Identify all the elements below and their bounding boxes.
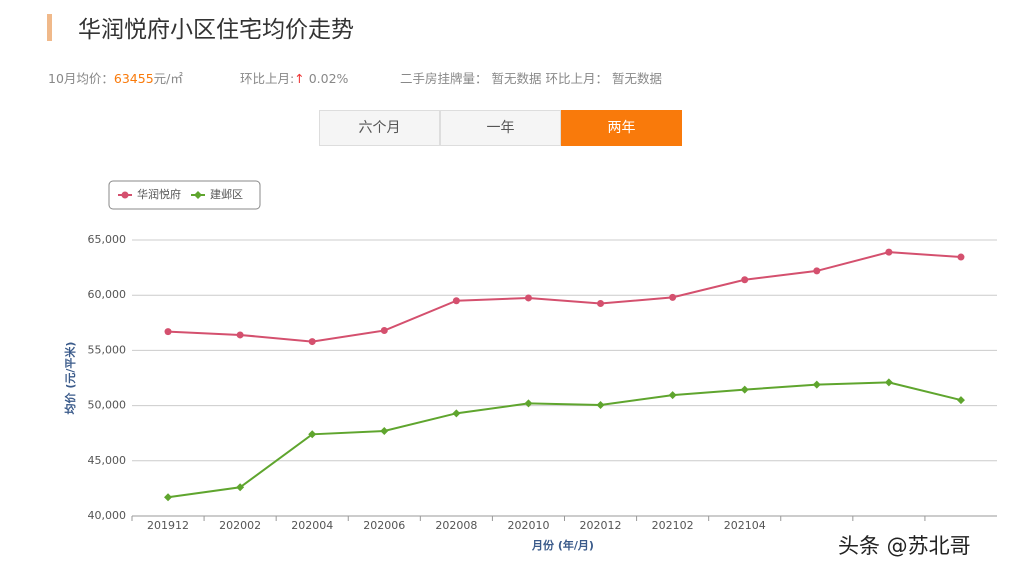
point — [596, 401, 605, 410]
x-tick-label: 202010 — [507, 519, 549, 532]
y-tick-label: 55,000 — [88, 343, 127, 356]
point — [164, 328, 172, 336]
point — [957, 253, 965, 261]
arrow: ↑ — [294, 71, 305, 86]
point — [380, 327, 388, 335]
point — [524, 399, 533, 408]
point — [236, 331, 244, 339]
title-accent — [47, 14, 52, 41]
point — [812, 380, 821, 389]
x-tick-label: 202008 — [435, 519, 477, 532]
point — [308, 430, 317, 439]
point — [668, 391, 677, 400]
x-tick-label: 202012 — [580, 519, 622, 532]
tab[interactable]: 六个月 — [319, 110, 440, 146]
x-tick-label: 201912 — [147, 519, 189, 532]
x-tick-label: 202102 — [652, 519, 694, 532]
point — [884, 378, 893, 387]
y-tick-label: 40,000 — [88, 509, 127, 522]
label: 10月均价： — [48, 71, 114, 86]
tab[interactable]: 一年 — [440, 110, 561, 146]
unit: 元/㎡ — [153, 71, 183, 86]
point — [956, 396, 965, 405]
point — [885, 248, 893, 256]
label: 环比上月: — [240, 71, 295, 86]
point — [236, 483, 245, 492]
tab-active[interactable]: 两年 — [561, 110, 682, 146]
value: 暂无数据 — [491, 71, 542, 86]
legend-box — [108, 180, 261, 210]
series-line — [167, 251, 962, 343]
point — [741, 276, 749, 284]
point — [452, 409, 461, 418]
legend-label: 建邺区 — [210, 187, 243, 201]
price-info: 10月均价：63455元/㎡ — [48, 68, 183, 87]
point — [740, 385, 749, 394]
legend-marker — [194, 191, 202, 199]
label: 环比上月： — [545, 71, 609, 86]
point — [524, 294, 532, 302]
legend-marker — [121, 191, 129, 199]
point — [452, 297, 460, 305]
series-line — [167, 381, 962, 499]
watermark: 头条 @苏北哥 — [838, 534, 971, 558]
x-tick-label: 202104 — [724, 519, 766, 532]
page-title: 华润悦府小区住宅均价走势 — [78, 17, 354, 43]
x-axis-label: 月份 (年/月) — [531, 538, 594, 552]
label: 二手房挂牌量： — [400, 71, 488, 86]
price: 63455 — [113, 71, 154, 86]
y-axis-label: 均价 (元/平米) — [63, 342, 77, 415]
y-tick-label: 60,000 — [88, 288, 127, 301]
point — [380, 426, 389, 435]
legend: 华润悦府 建邺区 — [108, 180, 261, 210]
value: 0.02% — [308, 71, 349, 86]
legend-label: 华润悦府 — [137, 187, 181, 201]
x-tick-label: 202004 — [291, 519, 333, 532]
y-tick-label: 50,000 — [88, 399, 127, 412]
point — [164, 493, 173, 502]
mom-info: 环比上月:↑ 0.02% — [240, 68, 348, 87]
y-tick-label: 65,000 — [88, 233, 127, 246]
point — [597, 299, 605, 307]
point — [669, 293, 677, 301]
x-tick-label: 202002 — [219, 519, 261, 532]
point — [813, 267, 821, 275]
listing-info: 二手房挂牌量： 暂无数据 环比上月： 暂无数据 — [400, 68, 662, 87]
tabs: 六个月 一年 两年 — [319, 110, 682, 146]
value: 暂无数据 — [612, 71, 663, 86]
point — [308, 338, 316, 346]
y-tick-label: 45,000 — [88, 454, 127, 467]
x-tick-label: 202006 — [363, 519, 405, 532]
